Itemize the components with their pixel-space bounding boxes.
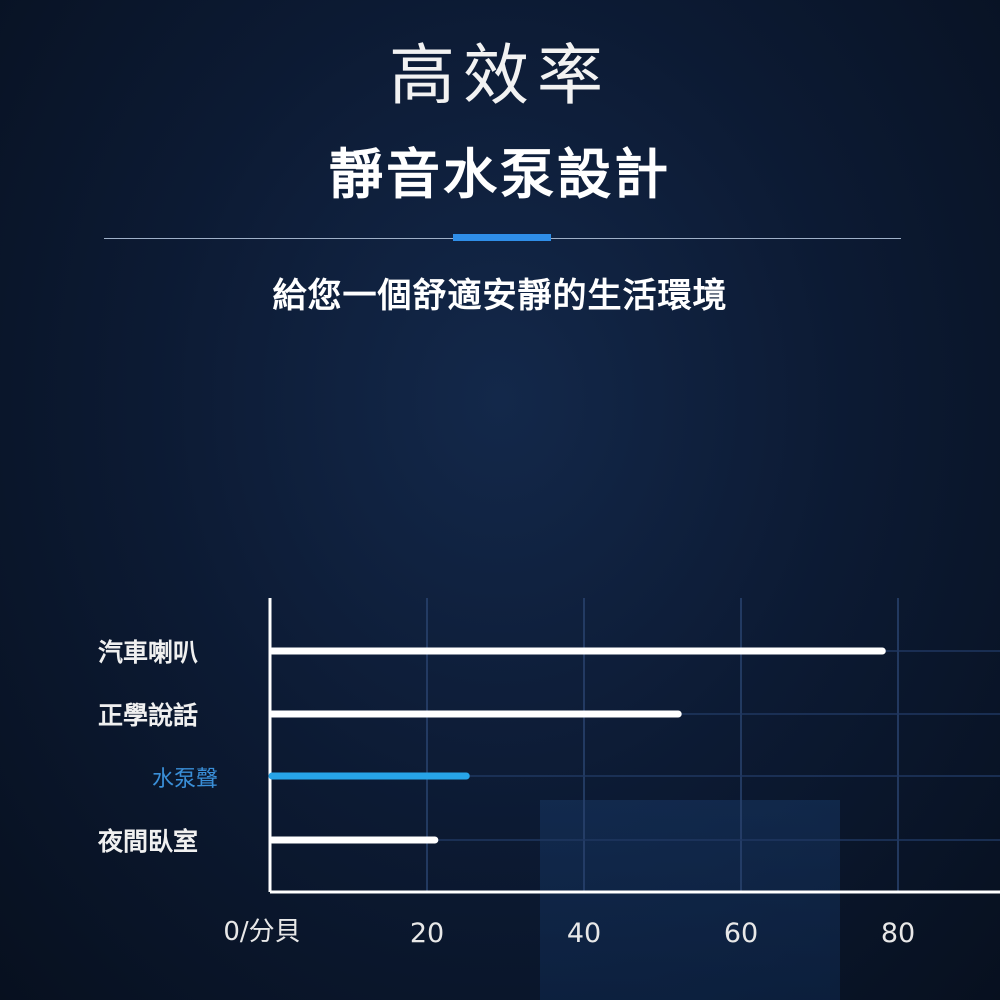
x-tick-label: 20 bbox=[410, 918, 444, 949]
category-label: 水泵聲 bbox=[152, 767, 218, 792]
x-tick-label: 80 bbox=[881, 918, 915, 949]
accent-divider bbox=[453, 234, 551, 241]
subtitle: 給您一個舒適安靜的生活環境 bbox=[272, 276, 728, 316]
x-tick-label: 40 bbox=[567, 918, 601, 949]
x-tick-label: 60 bbox=[724, 918, 758, 949]
background-building bbox=[540, 800, 840, 1000]
category-label: 夜間臥室 bbox=[97, 827, 198, 856]
category-label: 汽車喇叭 bbox=[98, 638, 198, 667]
category-label: 正學說話 bbox=[98, 701, 198, 730]
headline: 靜音水泵設計 bbox=[329, 143, 671, 206]
x-axis-label: 0/分貝 bbox=[223, 917, 300, 947]
page-title: 高效率 bbox=[389, 37, 611, 114]
